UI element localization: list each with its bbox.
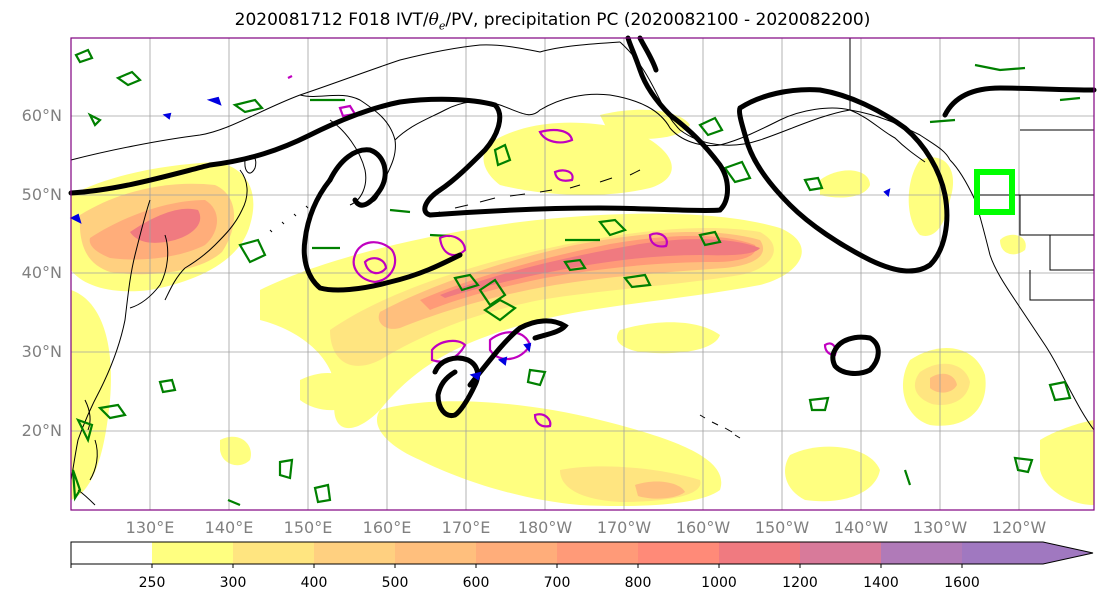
map-panel <box>68 35 1097 511</box>
colorbar-tick-label: 500 <box>381 575 409 591</box>
colorbar-segment <box>152 542 234 564</box>
lon-label-180w: 180°W <box>517 518 573 537</box>
lon-label-130w: 130°W <box>912 518 968 537</box>
colorbar-segment <box>719 542 801 564</box>
colorbar-tick-label: 1000 <box>701 575 737 591</box>
graticule <box>71 38 1094 510</box>
colorbar-segment <box>800 542 882 564</box>
blue-contours <box>69 96 891 381</box>
colorbar-segment <box>71 542 153 564</box>
colorbar-outline <box>70 541 1094 565</box>
colorbar-segment <box>962 542 1044 564</box>
colorbar-extend-arrow <box>1043 542 1093 564</box>
colorbar-segment <box>881 542 963 564</box>
colorbar-tick-label: 1400 <box>863 575 899 591</box>
lat-label-20: 20°N <box>21 421 62 440</box>
pc-contours <box>68 35 1097 419</box>
colorbar-segment <box>314 542 396 564</box>
lon-label-170e: 170°E <box>441 518 491 537</box>
colorbar-tick-label: 400 <box>300 575 328 591</box>
colorbar-segment <box>638 542 720 564</box>
lat-label-60: 60°N <box>21 106 62 125</box>
lon-label-140e: 140°E <box>204 518 254 537</box>
colorbar-tick-label: 1600 <box>944 575 980 591</box>
lon-label-120w: 120°W <box>991 518 1047 537</box>
map-title: 2020081712 F018 IVT/θe/PV, precipitation… <box>234 10 871 33</box>
lon-label-160e: 160°E <box>362 518 412 537</box>
colorbar <box>70 541 1094 568</box>
colorbar-segment <box>476 542 558 564</box>
theta-e-contours <box>71 48 1081 507</box>
colorbar-segment <box>233 542 315 564</box>
lat-label-50: 50°N <box>21 185 62 204</box>
lat-label-40: 40°N <box>21 263 62 282</box>
map-frame <box>70 37 1095 511</box>
colorbar-tick-label: 300 <box>219 575 247 591</box>
lat-label-30: 30°N <box>21 342 62 361</box>
colorbar-tick-label: 1200 <box>782 575 818 591</box>
lon-label-160w: 160°W <box>675 518 731 537</box>
colorbar-tick-label: 700 <box>543 575 571 591</box>
lon-label-170w: 170°W <box>596 518 652 537</box>
lon-label-140w: 140°W <box>833 518 889 537</box>
colorbar-segment <box>557 542 639 564</box>
lon-label-130e: 130°E <box>125 518 175 537</box>
colorbar-tick-label: 800 <box>624 575 652 591</box>
target-box <box>974 169 1015 215</box>
colorbar-tick-label: 600 <box>462 575 490 591</box>
lon-label-150w: 150°W <box>754 518 810 537</box>
colorbar-segment <box>395 542 477 564</box>
lon-label-150e: 150°E <box>283 518 333 537</box>
colorbar-tick-label: 250 <box>138 575 166 591</box>
